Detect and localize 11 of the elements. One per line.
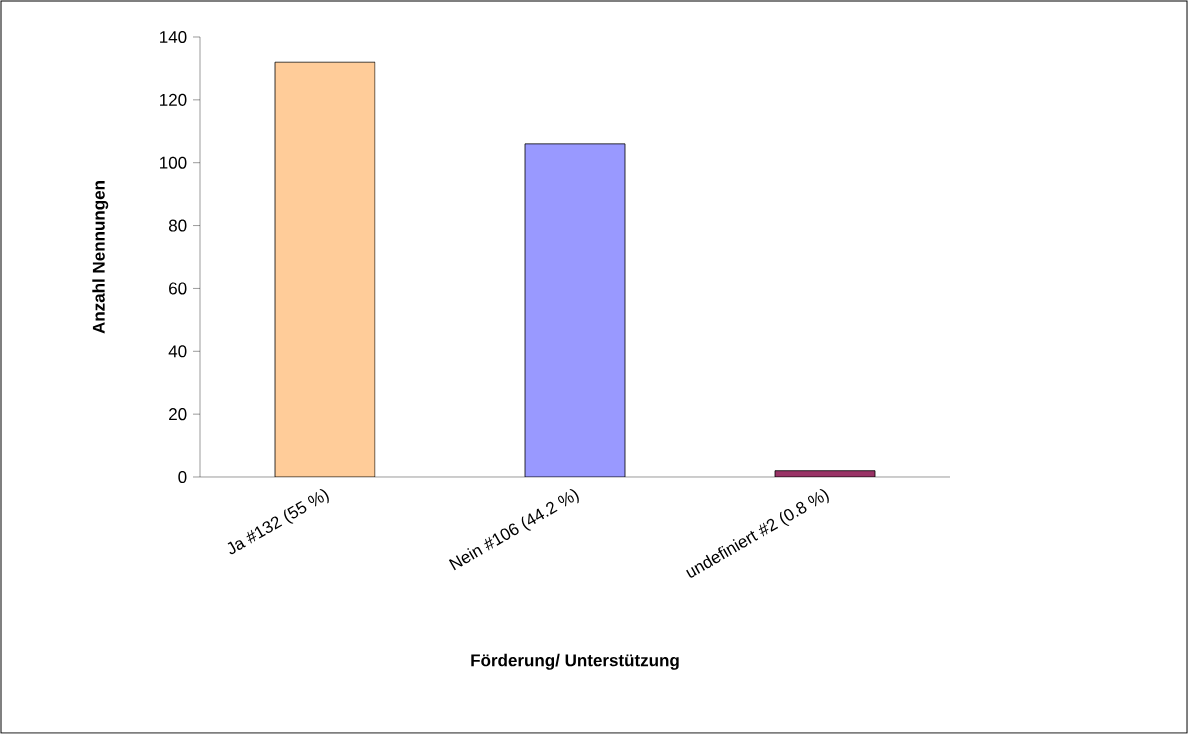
y-axis-title: Anzahl Nennungen	[92, 181, 109, 334]
y-tick-label: 120	[160, 93, 187, 106]
x-axis-title: Förderung/ Unterstützung	[471, 653, 679, 670]
y-tick-label: 60	[169, 282, 187, 295]
x-tick-label: Ja #132 (55 %)	[227, 489, 329, 555]
y-tick-label: 20	[169, 408, 187, 421]
y-tick-label: 80	[168, 219, 187, 232]
y-tick-label: 0	[178, 470, 187, 484]
y-tick-label: 100	[160, 156, 187, 169]
y-tick-label: 140	[160, 30, 187, 44]
y-tick-label: 40	[168, 345, 187, 358]
